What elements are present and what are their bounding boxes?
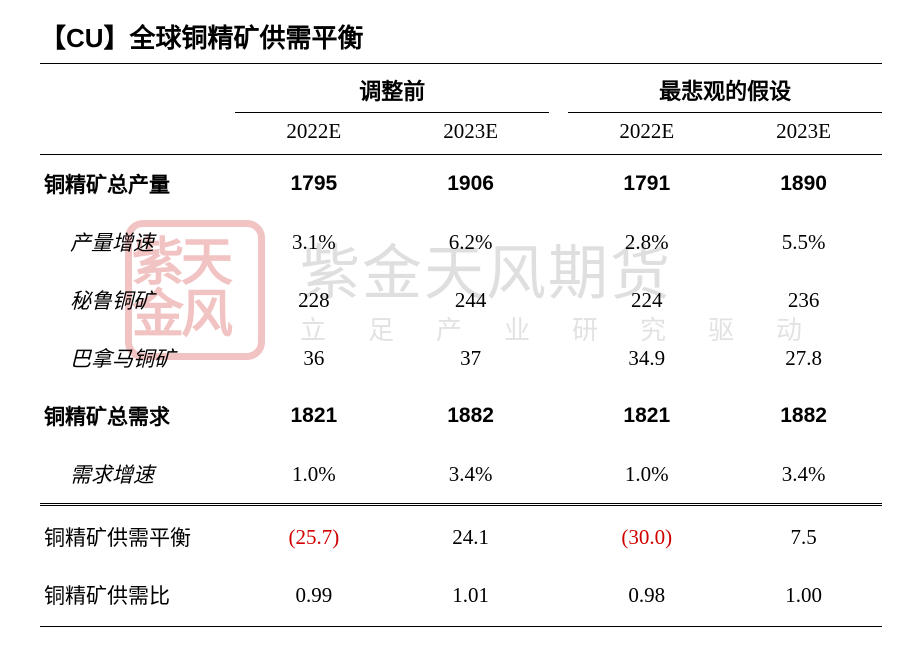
table-row-prod-growth: 产量增速 3.1% 6.2% 2.8% 5.5% — [40, 213, 882, 271]
cell-val: 1821 — [235, 387, 392, 445]
cell-val: 228 — [235, 271, 392, 329]
cell-val: 36 — [235, 329, 392, 387]
cell-val: 3.4% — [725, 445, 882, 505]
header-blank — [40, 64, 235, 113]
cell-label: 巴拿马铜矿 — [40, 329, 235, 387]
cell-val: 236 — [725, 271, 882, 329]
cell-label: 铜精矿供需平衡 — [40, 505, 235, 567]
cell-val: 224 — [568, 271, 725, 329]
cell-val-negative: (30.0) — [568, 505, 725, 567]
cell-val: 0.98 — [568, 566, 725, 627]
cell-label: 铜精矿总需求 — [40, 387, 235, 445]
cell-val: 1.0% — [568, 445, 725, 505]
cell-val: 2.8% — [568, 213, 725, 271]
cell-val: 24.1 — [392, 505, 549, 567]
cell-val: 1.0% — [235, 445, 392, 505]
table-row-balance: 铜精矿供需平衡 (25.7) 24.1 (30.0) 7.5 — [40, 505, 882, 567]
cell-val: 1795 — [235, 155, 392, 214]
cell-label: 秘鲁铜矿 — [40, 271, 235, 329]
cell-val: 27.8 — [725, 329, 882, 387]
cell-val: 37 — [392, 329, 549, 387]
header-gap — [549, 64, 568, 113]
subheader-b-y2: 2023E — [725, 113, 882, 155]
cell-val: 6.2% — [392, 213, 549, 271]
cell-val: 0.99 — [235, 566, 392, 627]
cell-val: 1.01 — [392, 566, 549, 627]
cell-label: 铜精矿供需比 — [40, 566, 235, 627]
table-row-ratio: 铜精矿供需比 0.99 1.01 0.98 1.00 — [40, 566, 882, 627]
cell-val: 3.4% — [392, 445, 549, 505]
cell-label: 需求增速 — [40, 445, 235, 505]
cell-val: 1.00 — [725, 566, 882, 627]
subheader-blank — [40, 113, 235, 155]
cell-label: 产量增速 — [40, 213, 235, 271]
subheader-a-y1: 2022E — [235, 113, 392, 155]
cell-val: 1882 — [392, 387, 549, 445]
subheader-a-y2: 2023E — [392, 113, 549, 155]
header-group-a: 调整前 — [235, 64, 549, 113]
cell-val: 1890 — [725, 155, 882, 214]
cell-val: 5.5% — [725, 213, 882, 271]
cell-val: 1906 — [392, 155, 549, 214]
header-group-b: 最悲观的假设 — [568, 64, 882, 113]
subheader-b-y1: 2022E — [568, 113, 725, 155]
table-row-total-prod: 铜精矿总产量 1795 1906 1791 1890 — [40, 155, 882, 214]
cell-val-negative: (25.7) — [235, 505, 392, 567]
table-row-peru: 秘鲁铜矿 228 244 224 236 — [40, 271, 882, 329]
subheader-gap — [549, 113, 568, 155]
cell-val: 3.1% — [235, 213, 392, 271]
cell-val: 1821 — [568, 387, 725, 445]
cell-val: 7.5 — [725, 505, 882, 567]
cell-val: 1882 — [725, 387, 882, 445]
supply-demand-table: 调整前 最悲观的假设 2022E 2023E 2022E 2023E 铜精矿总产… — [40, 63, 882, 627]
table-row-total-demand: 铜精矿总需求 1821 1882 1821 1882 — [40, 387, 882, 445]
cell-val: 1791 — [568, 155, 725, 214]
cell-label: 铜精矿总产量 — [40, 155, 235, 214]
cell-val: 34.9 — [568, 329, 725, 387]
page-title: 【CU】全球铜精矿供需平衡 — [40, 18, 882, 55]
table-row-demand-growth: 需求增速 1.0% 3.4% 1.0% 3.4% — [40, 445, 882, 505]
cell-val: 244 — [392, 271, 549, 329]
table-row-panama: 巴拿马铜矿 36 37 34.9 27.8 — [40, 329, 882, 387]
